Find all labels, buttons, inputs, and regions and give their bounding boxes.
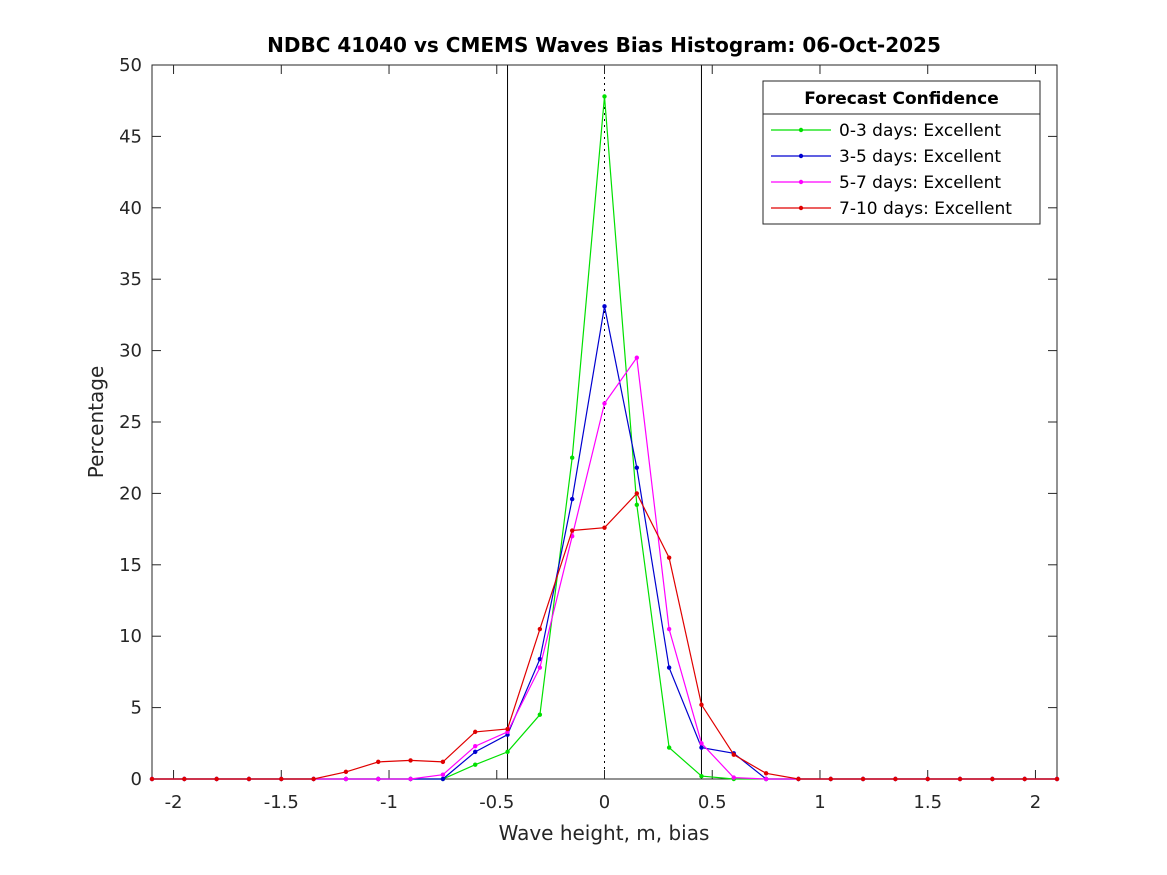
x-tick-label: 1 [814, 792, 825, 813]
data-point [279, 776, 284, 782]
y-tick-label: 10 [119, 626, 142, 647]
data-point [925, 776, 930, 782]
data-point [408, 776, 413, 782]
data-point [537, 665, 543, 670]
legend-box [762, 80, 1041, 225]
y-tick-label: 5 [131, 698, 142, 719]
data-point [473, 749, 478, 755]
legend-swatch-marker [798, 179, 804, 185]
x-tick-label: 0.5 [698, 792, 727, 813]
y-tick-label: 20 [119, 483, 142, 504]
data-point [763, 771, 769, 776]
y-tick-label: 45 [119, 126, 142, 147]
legend-swatch-marker [798, 205, 804, 211]
data-point [602, 525, 607, 530]
data-point [505, 726, 510, 732]
data-point [666, 745, 672, 750]
data-point [666, 626, 672, 632]
data-point [343, 776, 349, 782]
data-point [440, 772, 446, 777]
data-point [376, 759, 381, 765]
data-point [1054, 776, 1060, 782]
data-point [634, 502, 640, 508]
data-point [602, 94, 607, 99]
y-tick-label: 0 [131, 769, 142, 790]
y-axis-label: Percentage [84, 366, 108, 479]
data-point [860, 776, 866, 782]
data-point [311, 776, 316, 782]
data-point [634, 355, 640, 360]
data-point [634, 491, 640, 496]
data-point [990, 776, 995, 782]
data-point [699, 741, 704, 746]
data-point [796, 776, 801, 782]
data-point [893, 776, 898, 782]
data-point [408, 758, 413, 763]
legend-entry: 7-10 days: Excellent [839, 199, 1012, 219]
data-point [376, 776, 381, 782]
data-point [343, 769, 349, 775]
data-point [763, 776, 769, 782]
data-point [957, 776, 963, 782]
legend-entry: 3-5 days: Excellent [839, 147, 1001, 167]
data-point [537, 656, 543, 662]
legend-entry: 5-7 days: Excellent [839, 173, 1001, 193]
data-point [473, 743, 478, 749]
data-point [569, 528, 575, 533]
x-tick-label: 1.5 [913, 792, 942, 813]
data-point [440, 776, 446, 782]
y-tick-label: 40 [119, 198, 142, 219]
data-point [666, 555, 672, 560]
data-point [569, 455, 575, 460]
data-point [699, 702, 704, 707]
x-tick-label: -2 [165, 792, 183, 813]
data-point [214, 776, 219, 782]
series-3 [149, 491, 1060, 782]
data-point [699, 745, 704, 750]
data-point [473, 729, 478, 735]
x-tick-label: 0 [599, 792, 610, 813]
data-point [505, 749, 510, 755]
legend-swatch-marker [798, 127, 804, 133]
y-tick-label: 30 [119, 341, 142, 362]
x-tick-label: -0.5 [479, 792, 514, 813]
y-tick-label: 25 [119, 412, 142, 433]
data-point [537, 626, 543, 632]
x-tick-label: -1 [380, 792, 398, 813]
data-point [182, 776, 187, 782]
x-tick-label: -1.5 [264, 792, 299, 813]
x-tick-label: 2 [1030, 792, 1041, 813]
data-point [1022, 776, 1027, 782]
data-point [602, 304, 607, 309]
data-point [569, 496, 575, 502]
data-point [440, 759, 446, 765]
y-tick-label: 15 [119, 555, 142, 576]
legend-title: Forecast Confidence [804, 89, 999, 109]
data-point [149, 776, 155, 782]
x-axis-label: Wave height, m, bias [499, 821, 710, 845]
data-point [246, 776, 252, 782]
y-tick-label: 50 [119, 55, 142, 76]
chart-title: NDBC 41040 vs CMEMS Waves Bias Histogram… [267, 33, 941, 57]
data-point [731, 775, 736, 780]
data-point [828, 776, 833, 782]
data-point [473, 762, 478, 767]
legend: Forecast Confidence 0-3 days: Excellent 3-… [762, 80, 1041, 225]
data-point [602, 401, 607, 406]
legend-swatch-marker [798, 153, 804, 159]
data-point [537, 712, 543, 717]
data-point [731, 752, 736, 757]
legend-entry: 0-3 days: Excellent [839, 121, 1001, 141]
data-point [666, 665, 672, 670]
data-point [634, 465, 640, 470]
y-tick-label: 35 [119, 269, 142, 290]
data-point [699, 773, 704, 779]
series-layer [149, 94, 1060, 782]
